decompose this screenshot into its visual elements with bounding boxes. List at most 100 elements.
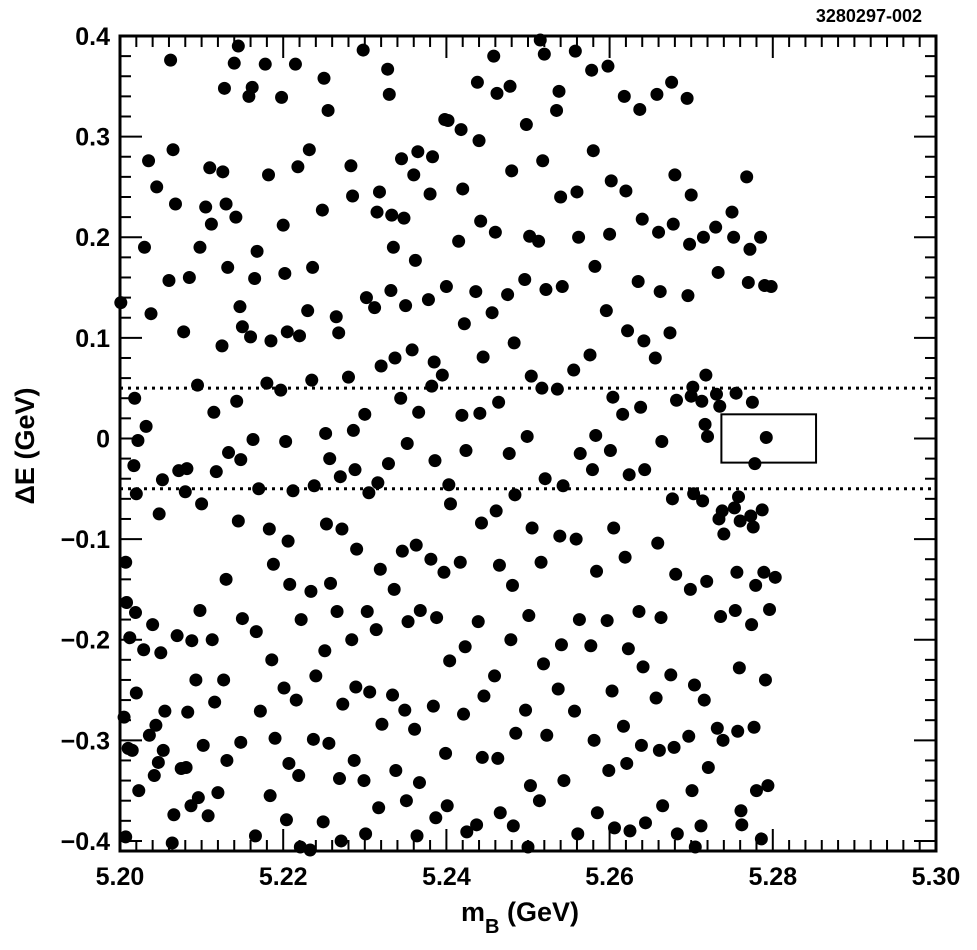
data-point [139,419,153,433]
data-point [222,446,236,460]
data-point [291,160,305,174]
data-point [634,400,648,414]
data-point [712,512,726,526]
data-point [165,836,179,850]
data-point [219,197,233,211]
data-point [701,429,715,443]
data-point [588,259,602,273]
data-point [509,726,523,740]
data-point [302,143,316,157]
data-point [205,633,219,647]
data-point [408,253,422,267]
data-point [757,565,771,579]
data-point [123,631,137,645]
data-point [266,557,280,571]
data-point [128,391,142,405]
data-point [458,640,472,654]
data-point [286,484,300,498]
data-point [234,453,248,467]
data-point [158,704,172,718]
data-point [731,724,745,738]
data-point [667,740,681,754]
data-point [330,605,344,619]
data-point [456,182,470,196]
data-point [400,437,414,450]
data-point [700,574,714,588]
data-point [315,203,329,217]
data-point [182,270,196,284]
data-point [429,811,443,825]
data-point [439,746,453,760]
data-point [146,618,160,632]
data-point [374,359,388,373]
data-point [199,200,213,214]
data-point [709,220,723,234]
data-point [443,654,457,668]
data-point [472,134,486,148]
data-point [279,434,293,448]
data-point [424,552,438,566]
data-point [156,743,170,757]
data-point [489,504,503,518]
data-point [368,301,382,315]
data-point [150,180,164,194]
data-point [701,760,715,774]
data-point [170,629,184,643]
data-point [294,613,308,627]
data-point [399,299,413,313]
data-point [487,49,501,63]
x-tick-label: 5.30 [912,863,961,891]
data-point [166,143,180,157]
data-point [474,214,488,228]
data-point [219,572,233,586]
data-point [729,386,743,400]
data-point [740,170,754,184]
data-point [584,639,598,653]
data-point [426,699,440,713]
data-point [346,423,360,437]
y-tick-label: −0.2 [61,627,110,655]
data-point [475,750,489,764]
data-point [440,799,454,813]
data-point [488,669,502,683]
data-point [381,62,395,76]
data-point [519,703,533,717]
data-point [235,320,249,334]
data-point [568,704,582,718]
data-point [460,825,474,839]
data-point [695,394,709,408]
data-point [619,184,633,198]
data-point [507,336,521,350]
data-point [127,459,141,473]
data-point [369,623,383,637]
data-point [471,615,485,629]
data-point [409,538,423,552]
data-point [276,218,290,232]
x-axis-title-subscript: B [485,916,499,938]
data-point [523,779,537,793]
data-point [248,271,262,285]
data-point [503,79,517,93]
data-point [652,743,666,757]
data-point [727,230,741,244]
data-point [714,610,728,624]
data-point [262,168,276,182]
data-point [386,240,400,254]
data-point [491,751,505,765]
data-point [452,234,466,248]
data-point [759,430,773,444]
data-point [457,317,471,331]
data-point [734,804,748,818]
data-point [583,348,597,362]
data-point [749,784,763,798]
data-point [381,457,395,471]
data-point [569,532,583,546]
y-tick-label: 0.1 [75,325,110,353]
data-point [246,432,260,446]
data-point [333,772,347,786]
data-point [505,164,519,178]
data-point [309,669,323,683]
data-point [289,693,303,707]
data-point [540,728,554,742]
data-point [220,753,234,767]
